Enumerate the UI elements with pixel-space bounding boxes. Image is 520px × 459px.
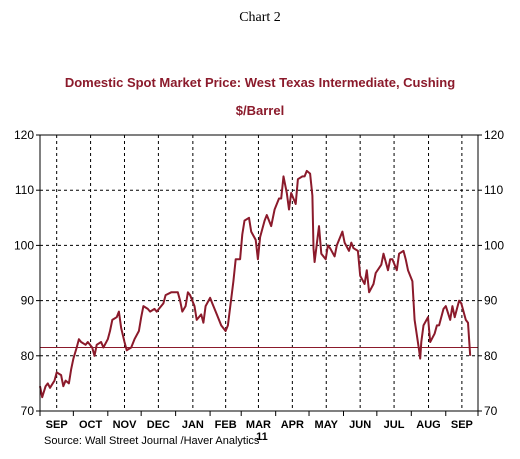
x-tick-label-12: SEP xyxy=(451,419,473,431)
chart-subtitle: $/Barrel xyxy=(236,103,284,118)
plot-area: 70 70 80 80 90 90 100 100 110 110 120 120 SEP OCT NOV D… xyxy=(14,128,504,443)
x-tick-label-5: FEB xyxy=(215,419,237,431)
x-tick-label-4: JAN xyxy=(182,419,204,431)
x-tick-label-1: OCT xyxy=(79,419,103,431)
x-tick-label-10: JUL xyxy=(384,419,405,431)
chart-label: Chart 2 xyxy=(239,10,281,25)
x-tick-label-0: SEP xyxy=(46,419,68,431)
x-tick-label-3: DEC xyxy=(147,419,170,431)
y-tick-label-right-70: 70 xyxy=(484,404,498,418)
x-tick-label-8: MAY xyxy=(315,419,339,431)
chart-title: Domestic Spot Market Price: West Texas I… xyxy=(65,75,455,90)
x-tick-label-7: APR xyxy=(281,419,304,431)
x-tick-label-2: NOV xyxy=(113,419,138,431)
y-tick-label-right-120: 120 xyxy=(484,128,504,142)
y-tick-label-left-90: 90 xyxy=(21,294,35,308)
y-tick-label-right-110: 110 xyxy=(484,183,503,197)
x-year-label: 11 xyxy=(256,431,268,443)
y-tick-label-right-100: 100 xyxy=(484,238,504,252)
y-tick-label-left-120: 120 xyxy=(14,128,34,142)
y-tick-label-right-90: 90 xyxy=(484,294,498,308)
x-tick-label-11: AUG xyxy=(416,419,440,431)
y-tick-label-left-100: 100 xyxy=(14,238,34,252)
y-tick-label-left-80: 80 xyxy=(21,349,35,363)
y-tick-label-left-70: 70 xyxy=(21,404,35,418)
source-note: Source: Wall Street Journal /Haver Analy… xyxy=(44,435,260,447)
x-tick-label-9: JUN xyxy=(349,419,371,431)
y-tick-label-right-80: 80 xyxy=(484,349,498,363)
x-tick-label-6: MAR xyxy=(246,419,271,431)
y-tick-label-left-110: 110 xyxy=(15,183,34,197)
plot-frame xyxy=(39,134,479,412)
series-line-0 xyxy=(39,169,472,399)
